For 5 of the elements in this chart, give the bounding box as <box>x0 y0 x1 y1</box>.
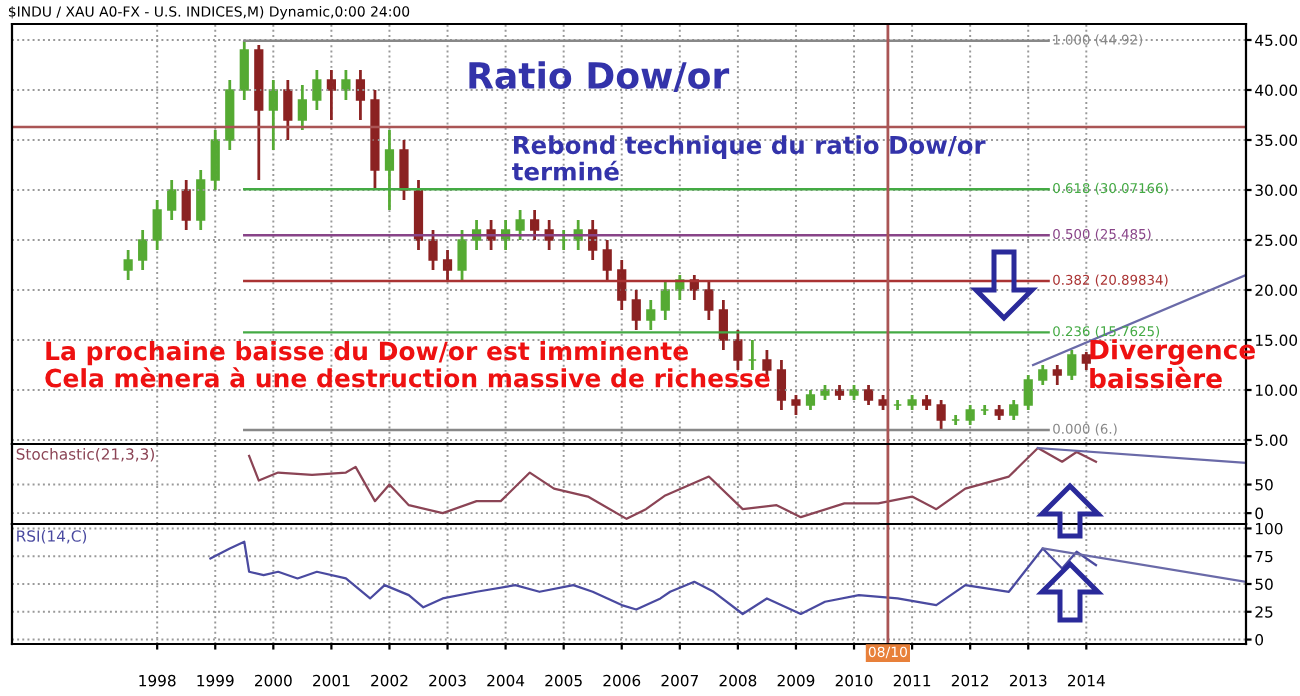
candlestick <box>791 393 801 417</box>
annotation: La prochaine baisse du Dow/or est imminente Cela mènera à une destruction massive de richesse <box>45 341 770 388</box>
line-series <box>248 446 1098 520</box>
annotation: Ratio Dow/or <box>469 61 730 92</box>
annotation: Rebond technique du ratio Dow/or terminé <box>512 135 986 181</box>
